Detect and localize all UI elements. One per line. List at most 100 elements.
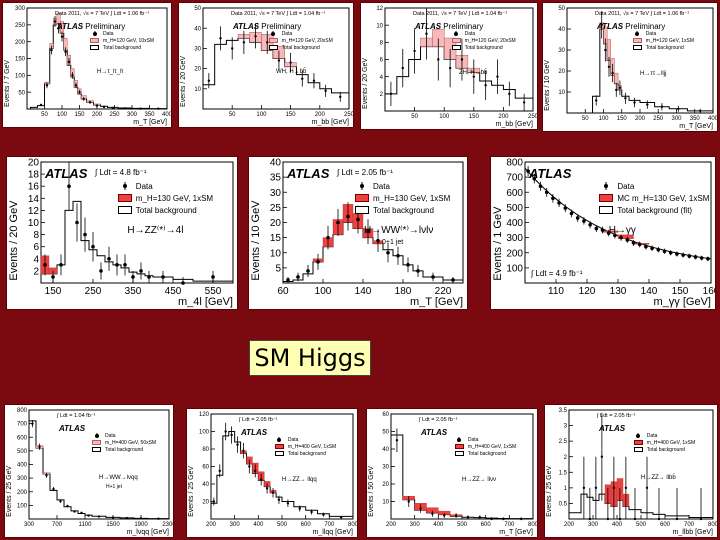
y-axis-label: Events / 10 GeV <box>544 59 551 111</box>
data-point <box>339 95 342 99</box>
data-point <box>67 184 71 188</box>
legend-entry: Data <box>269 30 333 37</box>
y-tick-label: 800 <box>17 408 28 414</box>
x-tick-label: 500 <box>457 522 468 528</box>
data-point <box>588 222 592 227</box>
legend: Data m_H=130 GeV, 1xSM Total background <box>355 180 450 216</box>
data-point <box>60 35 64 38</box>
x-tick-label: 130 <box>610 286 627 297</box>
x-tick-label: 50 <box>411 114 418 120</box>
data-point <box>633 517 637 521</box>
data-point <box>50 48 53 52</box>
legend-entry: Total background <box>92 446 156 453</box>
legend-entry: Total background <box>454 450 516 457</box>
data-point <box>289 61 292 64</box>
legend-entry: Data <box>633 30 694 37</box>
x-tick-label: 350 <box>144 112 155 118</box>
data-point <box>218 469 221 473</box>
data-point <box>254 35 257 38</box>
y-tick-label: 120 <box>199 412 210 418</box>
legend-label: Data <box>135 181 153 191</box>
data-point <box>699 256 704 260</box>
x-axis-label: m_bb [GeV] <box>311 119 349 126</box>
x-tick-label: 140 <box>355 286 372 297</box>
plot-frame <box>202 7 350 110</box>
x-tick-label: 400 <box>612 522 623 528</box>
data-point <box>157 517 160 520</box>
data-point <box>230 433 233 437</box>
data-point <box>45 84 49 87</box>
y-tick-label: 2 <box>33 266 39 277</box>
legend-data-marker <box>634 433 643 438</box>
data-point <box>490 517 493 521</box>
atlas-tag: ATLAS Preliminary <box>597 22 665 31</box>
data-point <box>212 500 216 503</box>
legend: Data m_H=400 GeV, 1xSM Total background <box>454 436 516 457</box>
data-point <box>569 211 574 216</box>
x-tick-label: 50 <box>41 112 48 118</box>
data-point <box>551 196 555 201</box>
y-axis-label: Events / 50 GeV <box>368 465 375 517</box>
data-point <box>699 109 702 113</box>
data-point <box>588 517 592 521</box>
data-point <box>123 263 127 267</box>
x-axis-label: m_T [GeV] <box>679 123 713 130</box>
data-point <box>618 517 622 521</box>
process-label: H→ZZ→ llqq <box>282 477 317 483</box>
legend-entry: Data <box>275 436 336 443</box>
plot-panel: 50 100 150 200 250 300 50 100 150 200 250 300 350 400… <box>2 2 172 128</box>
x-tick-label: 180 <box>395 286 412 297</box>
legend-signal-swatch <box>274 444 284 449</box>
y-tick-label: 4 <box>380 75 384 81</box>
y-tick-label: 60 <box>202 465 209 471</box>
legend-entry: m_H=120 GeV, 20xSM <box>451 37 516 44</box>
atlas-tag: ATLAS <box>421 428 447 437</box>
process-label: WH, H→bb̄ <box>276 68 307 75</box>
x-tick-label: 800 <box>348 522 357 528</box>
y-tick-label: 40 <box>194 26 201 32</box>
legend-label: Data <box>464 30 476 37</box>
data-point <box>582 219 586 223</box>
x-tick-label: 250 <box>653 116 664 122</box>
legend-label: Data <box>103 30 114 37</box>
legend-entry: m_H=120 GeV, 10xSM <box>90 37 154 44</box>
y-tick-label: 100 <box>506 263 523 274</box>
data-point <box>406 263 410 267</box>
data-point <box>522 101 526 104</box>
chart-svg: 5 10 15 20 25 30 35 40 60 100 140 180 220 <box>270 158 464 297</box>
data-point <box>657 517 661 521</box>
x-tick-label: 110 <box>548 286 564 297</box>
data-point <box>484 84 487 87</box>
y-tick-label: 3 <box>564 424 568 430</box>
legend-background-swatch <box>451 45 461 50</box>
x-tick-label: 800 <box>708 522 717 528</box>
y-tick-label: 6 <box>33 242 39 253</box>
luminosity-label: Data 2011, √s = 7 TeV ∫ Ldt = 1.06 fb⁻¹ <box>595 11 690 17</box>
process-label: H→WW→lνqq <box>99 475 138 482</box>
plot-panel: 10 20 30 40 50 60 200 300 400 500 600 700 800 Events … <box>366 408 538 538</box>
plot-frame <box>568 409 714 520</box>
data-point <box>73 510 76 513</box>
legend-signal-swatch <box>599 194 614 202</box>
luminosity-label: ∫ Ldt = 1.04 fb⁻¹ <box>57 413 96 419</box>
data-point <box>67 60 71 64</box>
data-point <box>416 269 420 273</box>
x-tick-label: 300 <box>588 522 599 528</box>
x-tick-label: 300 <box>410 522 421 528</box>
data-point <box>454 514 458 517</box>
data-point <box>38 445 41 448</box>
plot-frame <box>210 413 354 520</box>
data-point <box>95 104 99 107</box>
data-point <box>607 65 611 68</box>
x-tick-label: 400 <box>708 116 717 122</box>
data-point <box>644 244 648 249</box>
data-point <box>606 517 610 521</box>
data-point <box>82 97 85 101</box>
x-tick-label: 550 <box>205 286 222 297</box>
background-histogram <box>28 420 170 520</box>
x-tick-label: 400 <box>253 522 264 528</box>
y-tick-label: 20 <box>28 158 40 169</box>
data-point <box>31 422 34 425</box>
legend-label: Total background <box>646 446 685 453</box>
x-tick-label: 100 <box>57 112 68 118</box>
